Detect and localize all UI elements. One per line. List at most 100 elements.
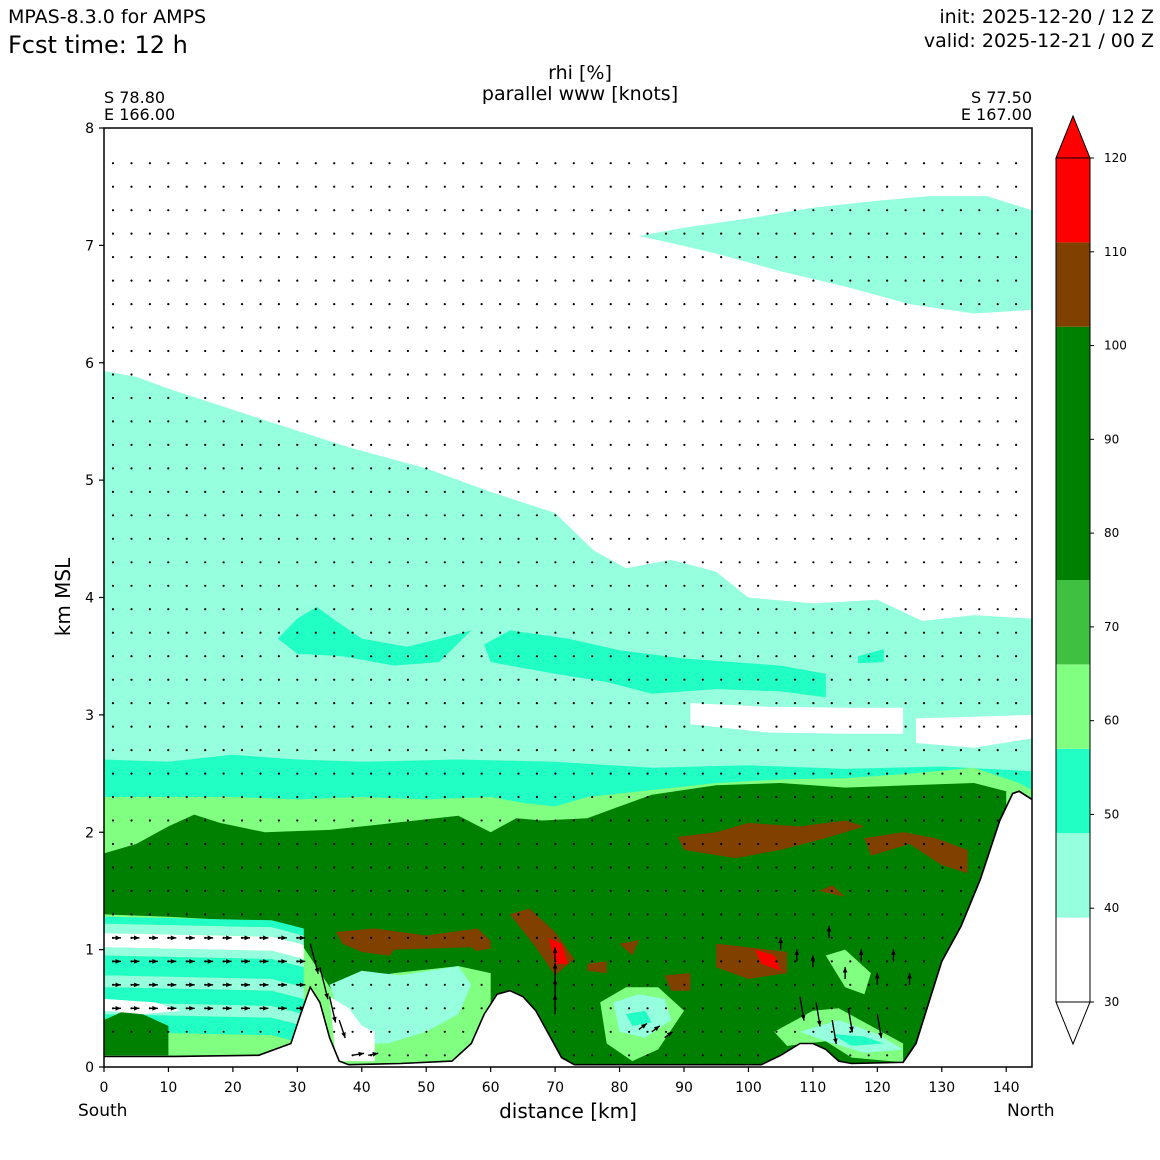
rhi-50-patch — [858, 649, 884, 664]
wind-dot — [148, 514, 151, 517]
wind-dot — [867, 983, 870, 986]
wind-dot — [517, 396, 520, 400]
wind-dot — [204, 349, 207, 353]
wind-dot — [185, 842, 188, 846]
wind-dot — [314, 678, 317, 681]
wind-dot — [259, 185, 262, 188]
wind-dot — [425, 443, 428, 446]
wind-dot — [517, 842, 520, 846]
wind-arrow — [113, 959, 122, 964]
wind-dot — [204, 443, 207, 446]
rhi-100-patch — [864, 832, 968, 874]
wind-dot — [351, 561, 354, 564]
wind-dot — [425, 256, 428, 259]
wind-dot — [996, 678, 999, 681]
wind-dot — [683, 326, 686, 329]
wind-dot — [462, 795, 465, 799]
wind-dot — [904, 326, 907, 329]
wind-dot — [996, 162, 999, 165]
wind-dot — [738, 702, 741, 705]
wind-dot — [148, 279, 151, 282]
wind-dot — [757, 795, 760, 799]
wind-dot — [554, 209, 557, 212]
wind-dot — [683, 396, 686, 400]
wind-dot — [683, 608, 686, 611]
wind-dot — [1015, 655, 1018, 658]
wind-dot — [922, 678, 926, 681]
wind-dot — [333, 960, 336, 963]
wind-dot — [572, 279, 575, 282]
x-tick-label: 50 — [417, 1080, 435, 1096]
wind-dot — [314, 279, 317, 282]
wind-dot — [370, 561, 373, 564]
wind-dot — [535, 303, 539, 306]
wind-dot — [351, 349, 354, 353]
wind-dot — [775, 232, 778, 235]
wind-dot — [591, 819, 594, 822]
wind-dot — [314, 232, 317, 235]
wind-dot — [351, 725, 354, 728]
wind-arrow — [186, 935, 195, 941]
wind-dot — [480, 232, 483, 235]
wind-dot — [204, 678, 207, 681]
end-direction: North — [1007, 1101, 1055, 1121]
wind-dot — [204, 913, 207, 916]
wind-dot — [941, 584, 944, 587]
wind-dot — [609, 349, 612, 353]
wind-dot — [572, 655, 575, 658]
wind-dot — [886, 373, 889, 376]
wind-dot — [812, 795, 815, 799]
wind-dot — [683, 913, 686, 916]
wind-dot — [628, 232, 631, 235]
wind-dot — [849, 702, 852, 705]
wind-dot — [646, 631, 649, 634]
wind-dot — [812, 655, 815, 658]
wind-dot — [130, 749, 133, 752]
wind-dot — [775, 772, 778, 775]
wind-dot — [812, 467, 815, 470]
wind-dot — [296, 678, 299, 681]
wind-dot — [701, 396, 704, 400]
wind-dots — [111, 162, 1018, 1057]
wind-dot — [867, 678, 870, 681]
wind-dot — [738, 842, 741, 846]
wind-dot — [609, 232, 612, 235]
wind-dot — [701, 326, 704, 329]
wind-dot — [425, 1030, 428, 1033]
wind-dot — [204, 889, 207, 893]
wind-dot — [628, 185, 631, 188]
wind-dot — [443, 866, 446, 869]
wind-dot — [167, 279, 170, 282]
wind-dot — [609, 279, 612, 282]
wind-dot — [683, 936, 686, 940]
wind-dot — [333, 396, 336, 400]
wind-dot — [720, 584, 723, 587]
wind-dot — [535, 866, 539, 869]
wind-dot — [443, 983, 446, 986]
wind-dot — [664, 1007, 668, 1010]
wind-dot — [628, 960, 631, 963]
wind-dot — [941, 279, 944, 282]
wind-arrow — [552, 962, 558, 979]
wind-dot — [443, 1030, 446, 1033]
wind-dot — [535, 655, 539, 658]
wind-dot — [572, 631, 575, 634]
wind-dot — [240, 514, 244, 517]
colorbar-band — [1056, 833, 1090, 918]
wind-dot — [462, 514, 465, 517]
wind-dot — [922, 725, 926, 728]
wind-dot — [830, 349, 833, 353]
wind-dot — [959, 866, 963, 869]
wind-dot — [425, 467, 428, 470]
wind-dot — [111, 396, 115, 400]
wind-dot — [480, 584, 483, 587]
wind-dot — [333, 537, 336, 540]
wind-dot — [240, 373, 244, 376]
wind-dot — [388, 655, 391, 658]
wind-dot — [867, 232, 870, 235]
wind-dot — [812, 983, 815, 986]
wind-dot — [370, 1030, 373, 1033]
rhi-50-patch — [626, 1010, 652, 1026]
wind-dot — [591, 514, 594, 517]
wind-dot — [922, 279, 926, 282]
